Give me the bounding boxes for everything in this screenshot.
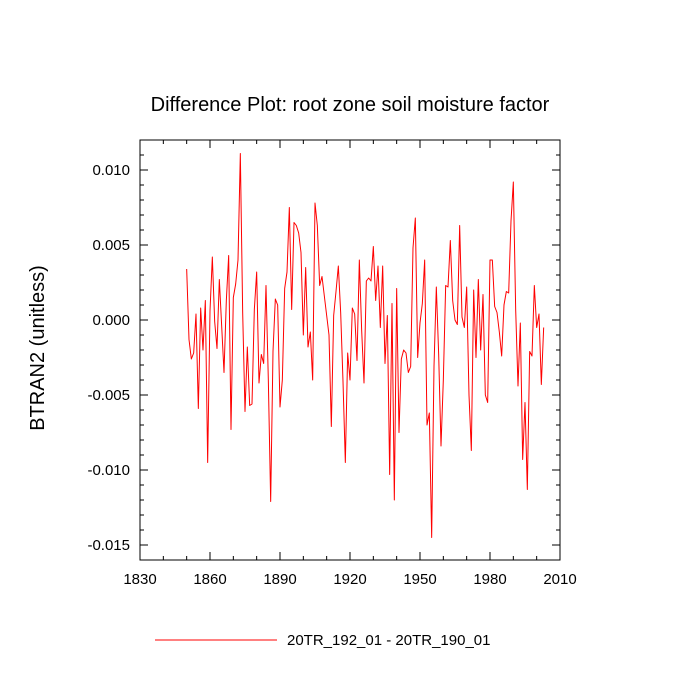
legend-label: 20TR_192_01 - 20TR_190_01	[287, 632, 490, 649]
y-tick-label: 0.000	[92, 312, 130, 329]
y-tick-label: 0.005	[92, 237, 130, 254]
x-tick-label: 1890	[263, 571, 296, 588]
y-axis-label: BTRAN2 (unitless)	[27, 265, 49, 431]
x-tick-label: 1980	[473, 571, 506, 588]
x-tick-label: 2010	[543, 571, 576, 588]
y-tick-label: -0.010	[87, 462, 130, 479]
y-tick-label: 0.010	[92, 162, 130, 179]
x-tick-label: 1830	[123, 571, 156, 588]
x-tick-label: 1920	[333, 571, 366, 588]
chart-title: Difference Plot: root zone soil moisture…	[151, 94, 550, 116]
y-tick-label: -0.015	[87, 537, 130, 554]
y-tick-label: -0.005	[87, 387, 130, 404]
series-line	[186, 153, 545, 538]
legend: 20TR_192_01 - 20TR_190_01	[155, 632, 490, 649]
x-tick-label: 1860	[193, 571, 226, 588]
x-tick-label: 1950	[403, 571, 436, 588]
